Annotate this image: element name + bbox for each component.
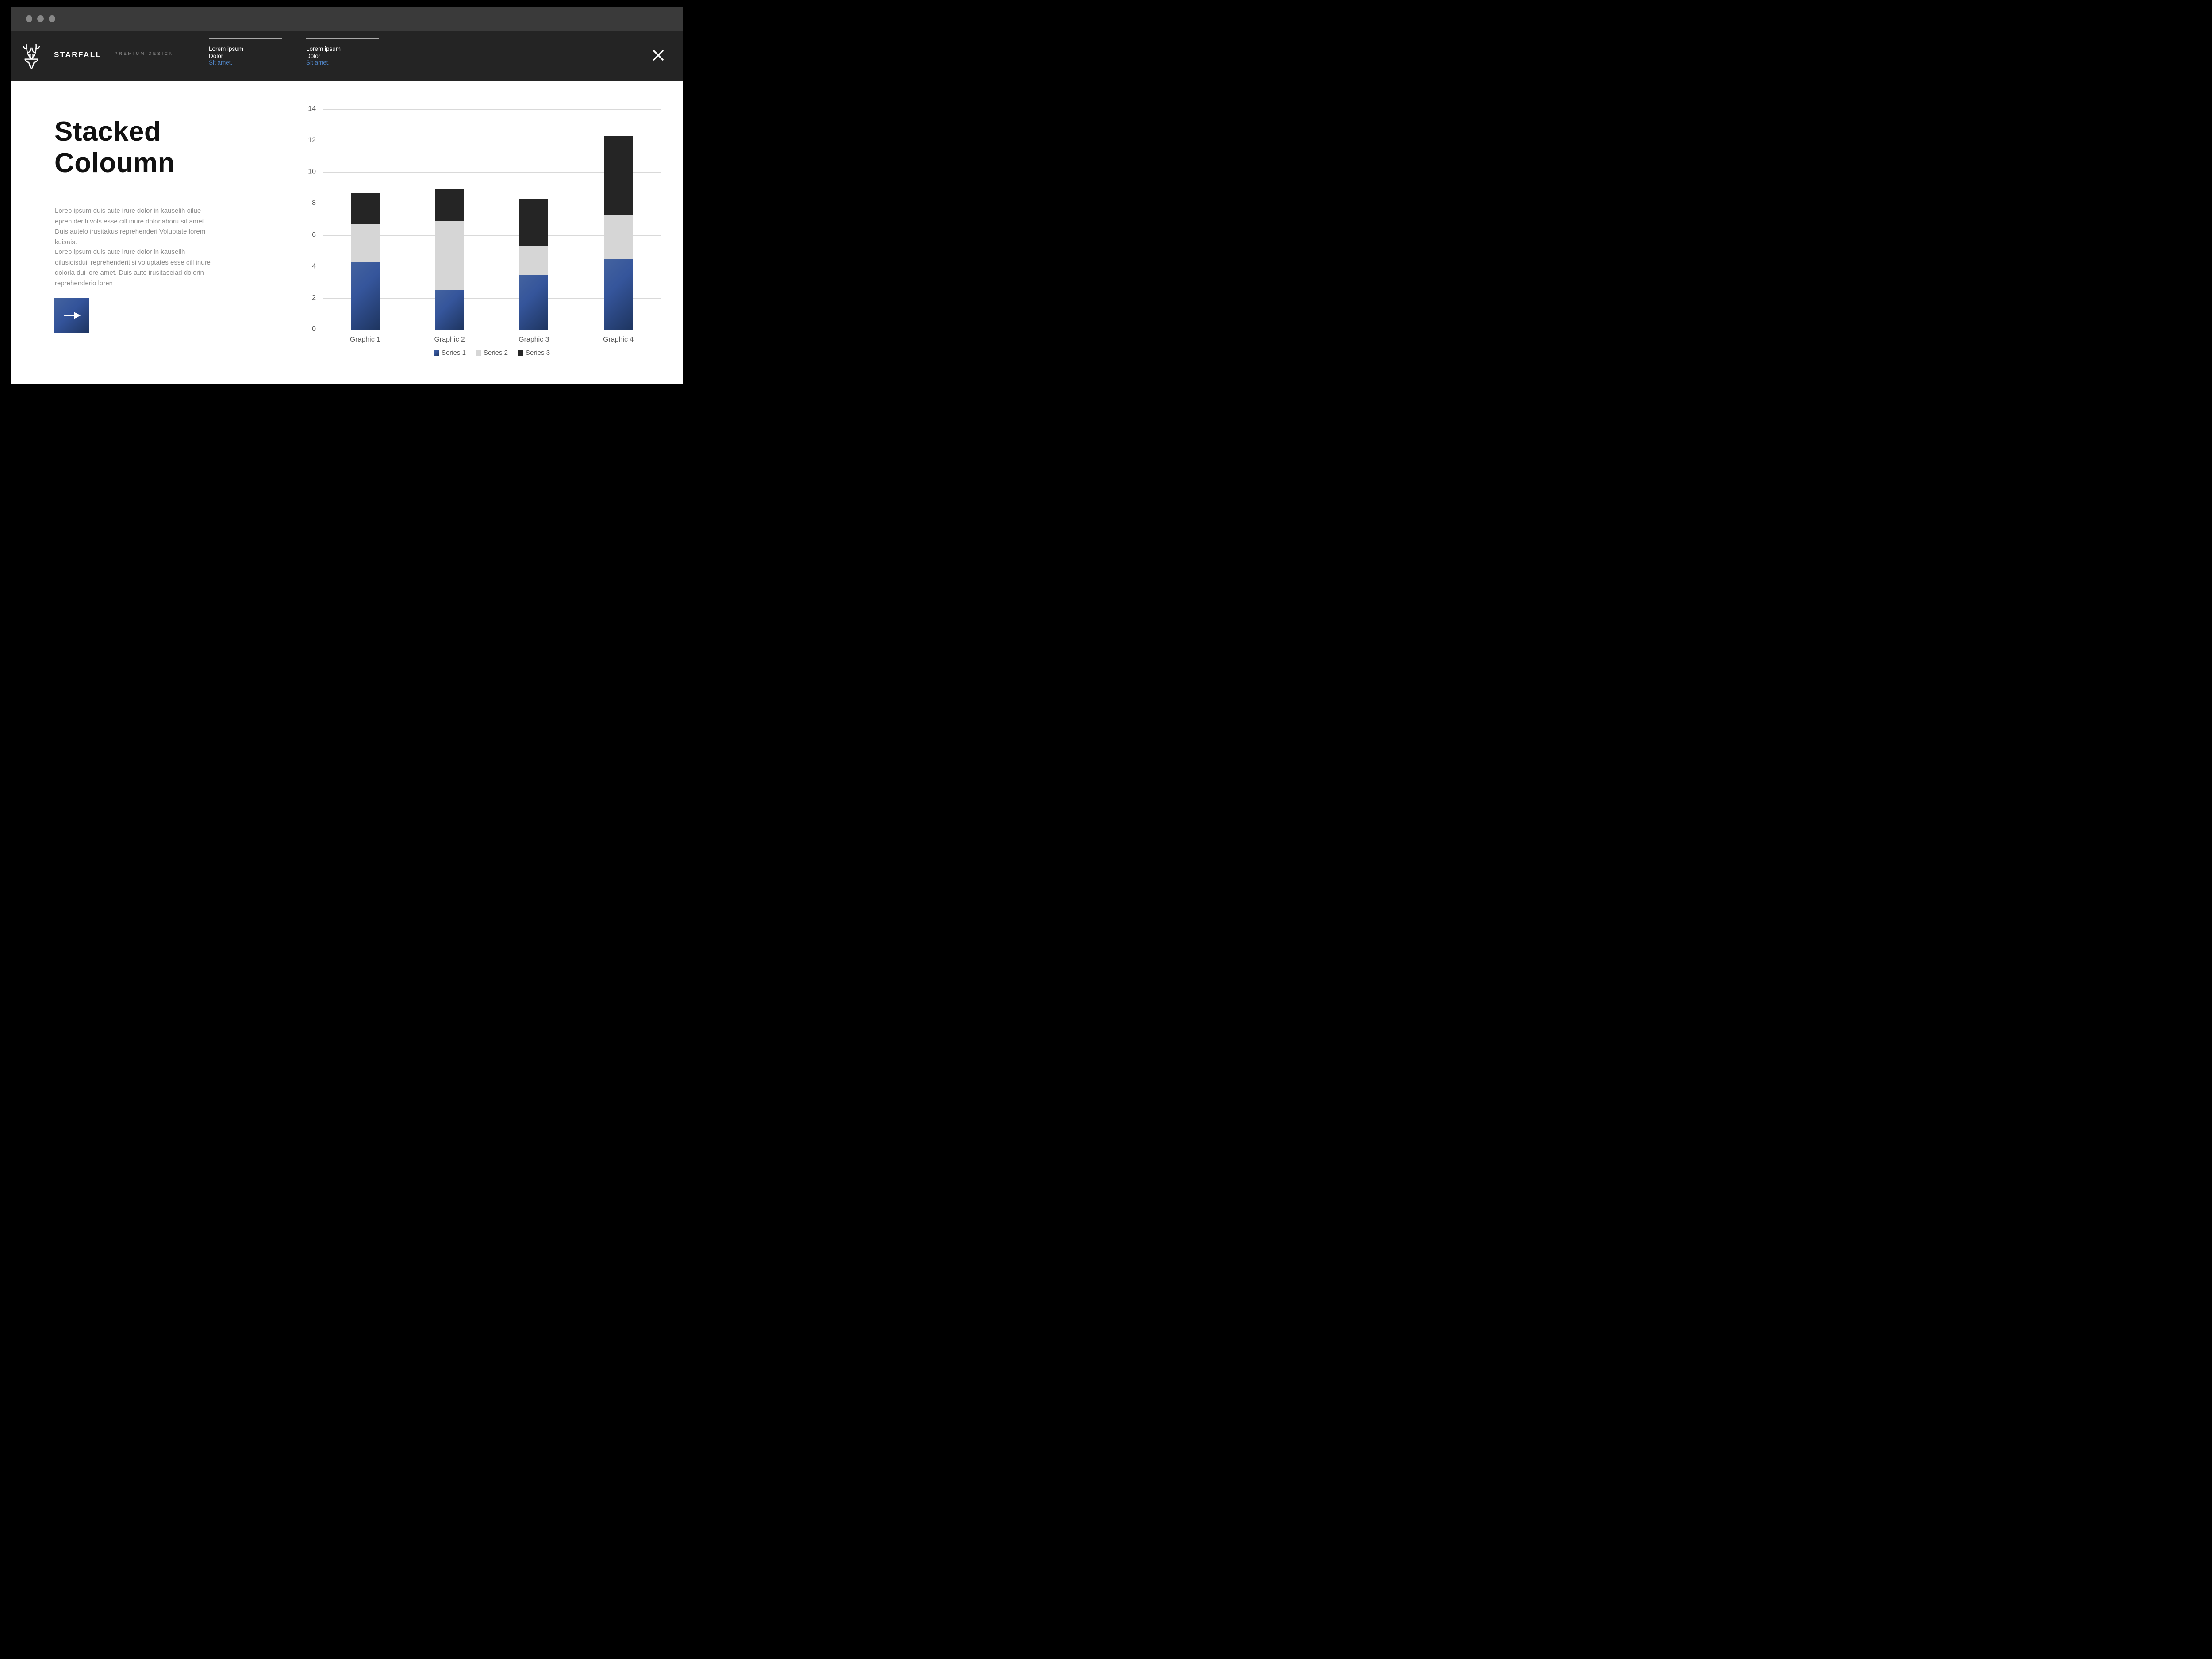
bar-segment-series-1-3	[519, 274, 549, 330]
nav-item-1: Lorem ipsum Dolor Sit amet.	[209, 31, 282, 66]
y-axis-tick-label: 2	[312, 294, 316, 302]
legend-swatch	[433, 350, 439, 356]
y-axis-tick-label: 8	[312, 200, 316, 207]
screenshot-root: { "window": { "controls": ["window-dot-1…	[0, 0, 694, 390]
body-paragraph-2: Lorep ipsum duis aute irure dolor in kau…	[55, 248, 211, 287]
nav-item-1-line2: Dolor	[209, 52, 223, 59]
chart-legend: Series 1 Series 2 Series 3	[323, 349, 661, 357]
bar-segment-series-3-4	[604, 136, 633, 215]
page-title-line1: Stacked	[54, 116, 161, 147]
bar-segment-series-1-2	[435, 290, 464, 330]
bar-segment-series-1-1	[350, 262, 380, 330]
legend-swatch	[475, 350, 481, 356]
brand-tagline: PREMIUM DESIGN	[115, 51, 174, 56]
chart-plot: 0 2 4 6 8 10 12 14 Graphic 1 Graphic 2 Graphic 3 Gr…	[308, 105, 661, 357]
y-axis-tick-label: 12	[308, 136, 316, 144]
category-label-4: Graphic 4	[603, 336, 634, 343]
legend-item-series-3: Series 3	[518, 349, 550, 357]
nav-item-2: Lorem ipsum Dolor Sit amet.	[306, 31, 379, 66]
nav-item-1-link[interactable]: Sit amet.	[209, 59, 233, 66]
legend-item-series-1: Series 1	[433, 349, 466, 357]
nav-item-2-line1: Lorem ipsum	[306, 46, 341, 52]
nav-divider-line	[306, 38, 379, 39]
legend-item-series-2: Series 2	[475, 349, 508, 357]
y-axis-tick-label: 0	[312, 325, 316, 333]
gridline-y-2	[323, 298, 661, 299]
page-title: Stacked Coloumn	[54, 116, 175, 179]
bar-segment-series-2-1	[350, 224, 380, 262]
legend-label: Series 2	[483, 349, 508, 357]
legend-label: Series 1	[441, 349, 466, 357]
bar-segment-series-2-4	[604, 215, 633, 259]
gridline-y-6	[323, 235, 661, 236]
page-title-line2: Coloumn	[54, 148, 175, 178]
window-control-dot-3[interactable]	[49, 15, 55, 22]
close-icon[interactable]	[652, 49, 664, 61]
brand-name: STARFALL	[54, 50, 102, 59]
nav-divider-line	[209, 38, 282, 39]
slide-content: Stacked Coloumn Lorep ipsum duis aute ir…	[11, 81, 683, 384]
legend-label: Series 3	[526, 349, 550, 357]
bar-segment-series-1-4	[604, 258, 633, 330]
slide-header: STARFALL PREMIUM DESIGN Lorem ipsum Dolo…	[11, 31, 683, 81]
y-axis-tick-label: 14	[308, 105, 316, 113]
next-button[interactable]	[54, 298, 89, 333]
deer-logo-icon	[23, 43, 40, 69]
legend-swatch	[518, 350, 524, 356]
category-label-1: Graphic 1	[349, 336, 381, 343]
window-titlebar	[11, 7, 683, 31]
bar-segment-series-2-2	[435, 221, 464, 291]
y-axis-tick-label: 6	[312, 231, 316, 239]
nav-item-2-line2: Dolor	[306, 52, 321, 59]
app-window: STARFALL PREMIUM DESIGN Lorem ipsum Dolo…	[11, 7, 683, 384]
bar-segment-series-3-2	[435, 189, 464, 221]
bar-segment-series-2-3	[519, 246, 549, 275]
arrow-right-icon	[63, 312, 81, 319]
nav-item-1-line1: Lorem ipsum	[209, 46, 244, 52]
window-control-dot-1[interactable]	[26, 15, 32, 22]
body-paragraph-1: Lorep ipsum duis aute irure dolor in kau…	[55, 207, 206, 246]
gridline-y-10	[323, 172, 661, 173]
y-axis-tick-label: 4	[312, 262, 316, 270]
bar-segment-series-3-3	[519, 199, 549, 246]
category-label-3: Graphic 3	[518, 336, 549, 343]
gridline-y-14	[323, 109, 661, 110]
nav-item-2-link[interactable]: Sit amet.	[306, 59, 330, 66]
window-control-dot-2[interactable]	[37, 15, 44, 22]
y-axis-tick-label: 10	[308, 168, 316, 176]
bar-segment-series-3-1	[350, 192, 380, 224]
category-label-2: Graphic 2	[434, 336, 465, 343]
